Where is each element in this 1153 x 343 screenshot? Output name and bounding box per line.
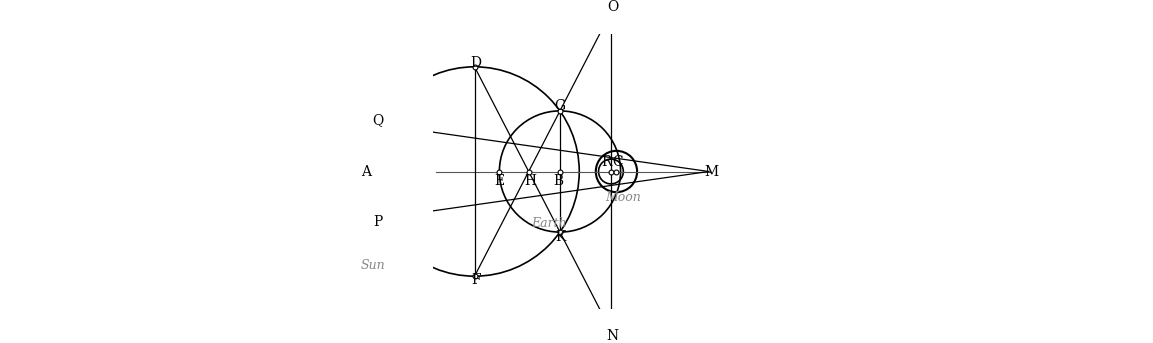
Text: N: N	[606, 329, 619, 343]
Text: A: A	[361, 165, 371, 178]
Text: Moon: Moon	[605, 191, 641, 204]
Text: F: F	[472, 273, 481, 287]
Text: Earth: Earth	[532, 217, 567, 230]
Text: Q: Q	[372, 114, 383, 128]
Text: R: R	[601, 155, 611, 169]
Text: M: M	[703, 165, 718, 178]
Text: B: B	[553, 174, 564, 188]
Text: P: P	[374, 215, 383, 229]
Text: G: G	[555, 99, 565, 113]
Text: Sun: Sun	[361, 259, 385, 272]
Text: E: E	[495, 174, 504, 188]
Text: O: O	[606, 0, 618, 14]
Text: C: C	[612, 155, 623, 169]
Text: K: K	[555, 230, 565, 244]
Text: H: H	[525, 174, 536, 188]
Text: D: D	[470, 56, 482, 70]
